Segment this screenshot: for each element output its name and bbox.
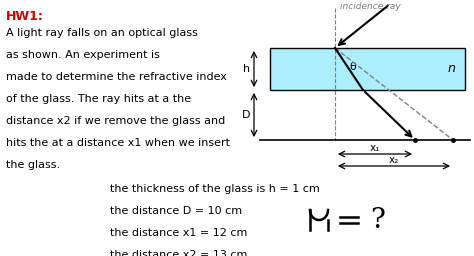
Text: A light ray falls on an optical glass: A light ray falls on an optical glass bbox=[6, 28, 198, 38]
Text: h: h bbox=[243, 64, 250, 74]
Text: the distance D = 10 cm: the distance D = 10 cm bbox=[110, 206, 242, 216]
Text: the distance x2 = 13 cm.: the distance x2 = 13 cm. bbox=[110, 250, 251, 256]
Text: the glass.: the glass. bbox=[6, 160, 60, 170]
Text: made to determine the refractive index: made to determine the refractive index bbox=[6, 72, 227, 82]
Text: distance x2 if we remove the glass and: distance x2 if we remove the glass and bbox=[6, 116, 225, 126]
Bar bbox=[270, 48, 465, 90]
Text: of the glass. The ray hits at a the: of the glass. The ray hits at a the bbox=[6, 94, 191, 104]
Text: D: D bbox=[241, 110, 250, 120]
Text: x₁: x₁ bbox=[370, 143, 380, 153]
Text: HW1:: HW1: bbox=[6, 10, 44, 23]
Text: ?: ? bbox=[370, 207, 385, 234]
Text: x₂: x₂ bbox=[389, 155, 399, 165]
Text: the thickness of the glass is h = 1 cm: the thickness of the glass is h = 1 cm bbox=[110, 184, 320, 194]
Text: hits the at a distance x1 when we insert: hits the at a distance x1 when we insert bbox=[6, 138, 230, 148]
Text: as shown. An experiment is: as shown. An experiment is bbox=[6, 50, 160, 60]
Text: the distance x1 = 12 cm: the distance x1 = 12 cm bbox=[110, 228, 247, 238]
Text: n: n bbox=[447, 62, 455, 76]
Text: incidence ray: incidence ray bbox=[340, 2, 401, 11]
Text: θ: θ bbox=[349, 62, 356, 72]
